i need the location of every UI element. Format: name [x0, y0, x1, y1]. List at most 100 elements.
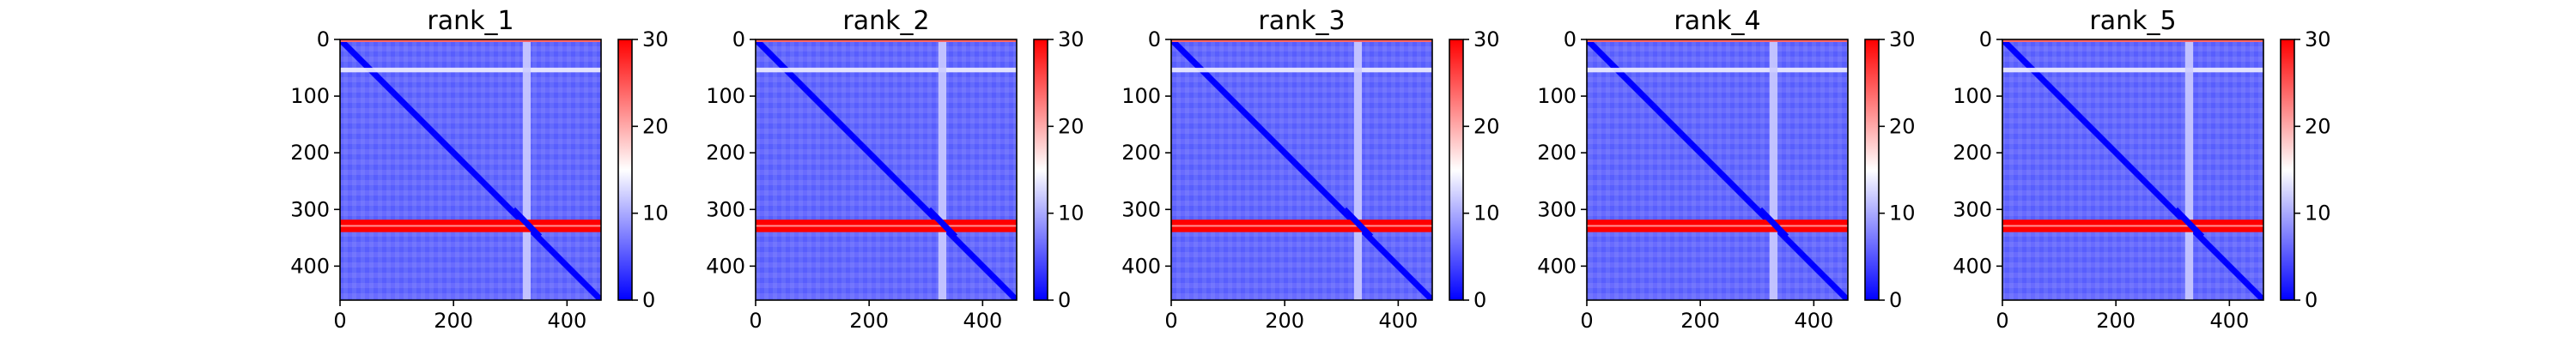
colorbar-tick-label: 30: [1473, 27, 1500, 51]
colorbar: [1034, 39, 1048, 300]
y-tick-label: 0: [1979, 27, 1992, 51]
panel-title: rank_3: [1258, 6, 1345, 36]
colorbar: [618, 39, 632, 300]
colorbar-tick-label: 10: [642, 202, 669, 226]
colorbar-tick-label: 10: [1473, 202, 1500, 226]
heatmap-diagonal: [340, 39, 601, 300]
colorbar-tick-label: 0: [642, 288, 655, 312]
colorbar-frame: [1864, 39, 1880, 301]
heatmap-image: [756, 39, 1017, 300]
y-tick-label: 200: [706, 141, 745, 165]
heatmap-light-row-band: [340, 68, 601, 73]
y-tick-label: 400: [1953, 254, 1992, 278]
y-tick-label: 0: [732, 27, 745, 51]
y-tick-label: 300: [706, 197, 745, 221]
panel-title: rank_4: [1674, 6, 1760, 36]
colorbar-tick-label: 0: [1473, 288, 1486, 312]
heatmap-image: [2002, 39, 2263, 300]
y-tick-label: 100: [1537, 84, 1577, 108]
x-tick-label: 400: [1794, 309, 1833, 333]
y-tick-label: 100: [290, 84, 330, 108]
heatmap-light-row-band: [756, 68, 1017, 73]
panel-1: rank_1 0 200 400 0 100 200 300 400 0 10 20 30: [290, 6, 668, 333]
heatmap-vertical-band: [522, 39, 532, 300]
colorbar-tick-label: 30: [2305, 27, 2331, 51]
heatmap-light-row-band: [1171, 68, 1432, 73]
colorbar-tick-label: 10: [1058, 202, 1084, 226]
colorbar-frame: [2280, 39, 2295, 301]
x-tick-label: 0: [333, 309, 346, 333]
colorbar-tick-label: 30: [1058, 27, 1084, 51]
colorbar: [1449, 39, 1463, 300]
heatmap-vertical-band: [2184, 39, 2194, 300]
heatmap-vertical-band: [1353, 39, 1363, 300]
heatmap-image: [1587, 39, 1848, 300]
colorbar: [2281, 39, 2294, 300]
y-tick-label: 100: [1953, 84, 1992, 108]
heatmap-diagonal: [756, 39, 1017, 300]
colorbar-frame: [1449, 39, 1464, 301]
y-tick-label: 0: [1564, 27, 1577, 51]
x-tick-label: 200: [849, 309, 889, 333]
y-tick-label: 200: [1121, 141, 1161, 165]
y-tick-label: 400: [1121, 254, 1161, 278]
y-tick-label: 300: [290, 197, 330, 221]
colorbar-tick-label: 30: [1889, 27, 1916, 51]
panel-title: rank_2: [842, 6, 929, 36]
heatmap-image: [1171, 39, 1432, 300]
y-tick-label: 300: [1121, 197, 1161, 221]
colorbar-tick-label: 20: [1889, 114, 1916, 138]
colorbar-tick-label: 30: [642, 27, 669, 51]
panel-3: rank_3 0 200 400 0 100 200 300 400 0 10 20 30: [1121, 6, 1499, 333]
heatmap-diagonal: [1587, 39, 1848, 300]
colorbar-tick-label: 20: [1473, 114, 1500, 138]
y-tick-label: 200: [1953, 141, 1992, 165]
heatmap-diagonal: [2002, 39, 2263, 300]
y-tick-label: 300: [1537, 197, 1577, 221]
x-tick-label: 0: [749, 309, 762, 333]
x-tick-label: 0: [1996, 309, 2008, 333]
axes-frame: [1586, 39, 1849, 301]
heatmap-vertical-band: [1769, 39, 1778, 300]
colorbar-tick-label: 0: [2305, 288, 2318, 312]
panel-2: rank_2 0 200 400 0 100 200 300 400 0 10 20 30: [706, 6, 1084, 333]
x-tick-label: 200: [2096, 309, 2136, 333]
x-tick-label: 400: [547, 309, 586, 333]
y-tick-label: 0: [317, 27, 330, 51]
colorbar-tick-label: 0: [1889, 288, 1902, 312]
panel-title: rank_5: [2089, 6, 2176, 36]
y-tick-label: 400: [1537, 254, 1577, 278]
colorbar-frame: [617, 39, 633, 301]
heatmap-light-row-band: [2002, 68, 2263, 73]
panel-4: rank_4 0 200 400 0 100 200 300 400 0 10 20 30: [1537, 6, 1915, 333]
panel-title: rank_1: [427, 6, 513, 36]
y-tick-label: 100: [706, 84, 745, 108]
x-tick-label: 0: [1164, 309, 1177, 333]
axes-frame: [2002, 39, 2264, 301]
x-tick-label: 400: [963, 309, 1002, 333]
heatmap-diagonal: [1171, 39, 1432, 300]
x-tick-label: 0: [1580, 309, 1593, 333]
axes-frame: [1170, 39, 1433, 301]
colorbar: [1865, 39, 1879, 300]
x-tick-label: 200: [1265, 309, 1304, 333]
y-tick-label: 300: [1953, 197, 1992, 221]
x-tick-label: 200: [1680, 309, 1720, 333]
y-tick-label: 400: [706, 254, 745, 278]
colorbar-tick-label: 20: [2305, 114, 2331, 138]
y-tick-label: 100: [1121, 84, 1161, 108]
colorbar-tick-label: 20: [1058, 114, 1084, 138]
colorbar-tick-label: 10: [1889, 202, 1916, 226]
axes-frame: [755, 39, 1018, 301]
colorbar-tick-label: 20: [642, 114, 669, 138]
y-tick-label: 200: [290, 141, 330, 165]
x-tick-label: 200: [434, 309, 473, 333]
y-tick-label: 400: [290, 254, 330, 278]
colorbar-tick-label: 10: [2305, 202, 2331, 226]
colorbar-tick-label: 0: [1058, 288, 1071, 312]
heatmap-image: [340, 39, 601, 300]
heatmap-vertical-band: [938, 39, 947, 300]
y-tick-label: 0: [1148, 27, 1161, 51]
x-tick-label: 400: [2209, 309, 2249, 333]
